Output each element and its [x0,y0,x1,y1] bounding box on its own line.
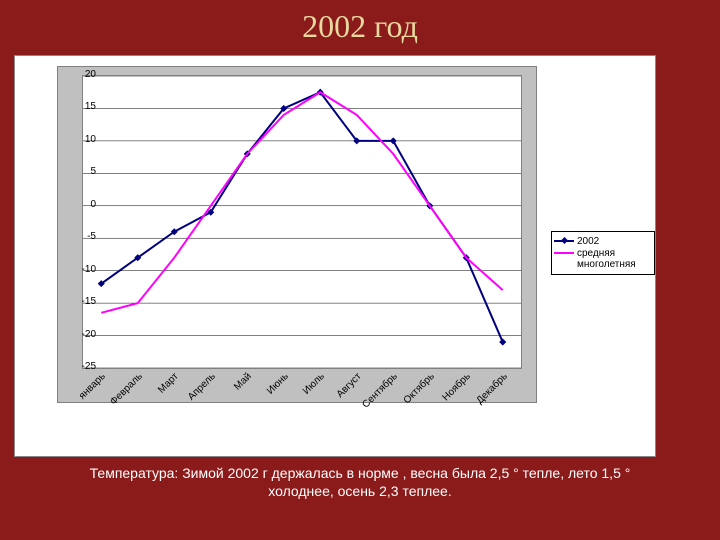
y-tick-label: -10 [76,264,96,275]
y-tick-label: -25 [76,361,96,372]
slide-title: 2002 год [0,0,720,45]
slide: 2002 год 20151050-5-10-15-20-25 январьФе… [0,0,720,540]
y-tick-label: 10 [76,134,96,145]
caption-line-1: Температура: Зимой 2002 г держалась в но… [0,464,720,482]
y-tick-label: 20 [76,69,96,80]
y-tick-label: 5 [76,166,96,177]
legend-item-2002: 2002 [554,236,652,247]
caption: Температура: Зимой 2002 г держалась в но… [0,464,720,500]
legend-item-avg: средняя многолетняя [554,248,652,270]
chart-svg [83,76,521,368]
y-tick-label: -20 [76,329,96,340]
y-tick-label: -15 [76,296,96,307]
y-tick-label: 0 [76,199,96,210]
plot-area [82,75,522,369]
legend-swatch-avg [554,252,574,254]
y-tick-label: -5 [76,231,96,242]
y-tick-label: 15 [76,101,96,112]
caption-line-2: холоднее, осень 2,3 теплее. [0,482,720,500]
chart-container: 20151050-5-10-15-20-25 январьФевральМарт… [14,55,656,457]
legend-swatch-2002 [554,240,574,242]
legend: 2002 средняя многолетняя [551,231,655,275]
plot-frame: 20151050-5-10-15-20-25 январьФевральМарт… [57,66,537,403]
legend-label: средняя многолетняя [577,248,652,270]
legend-label: 2002 [577,236,599,247]
